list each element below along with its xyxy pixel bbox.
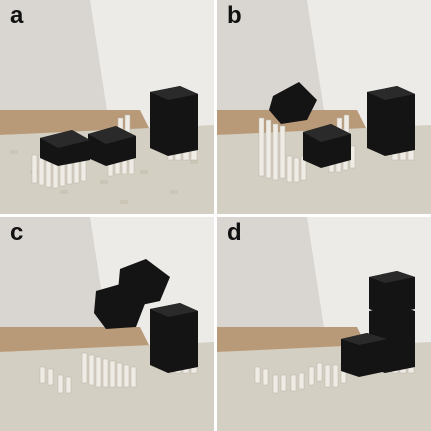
panel-label-c: c	[10, 219, 24, 246]
panel-label-b: b	[227, 2, 242, 29]
photo-panel-c	[0, 217, 214, 431]
photo-panel-b	[217, 0, 431, 214]
panel-c: c	[0, 217, 214, 431]
panel-a: a	[0, 0, 214, 214]
photo-panel-d	[217, 217, 431, 431]
panel-label-d: d	[227, 219, 242, 246]
panel-label-a: a	[10, 2, 24, 29]
photo-panel-a	[0, 0, 214, 214]
panel-d: d	[217, 217, 431, 431]
panel-b: b	[217, 0, 431, 214]
